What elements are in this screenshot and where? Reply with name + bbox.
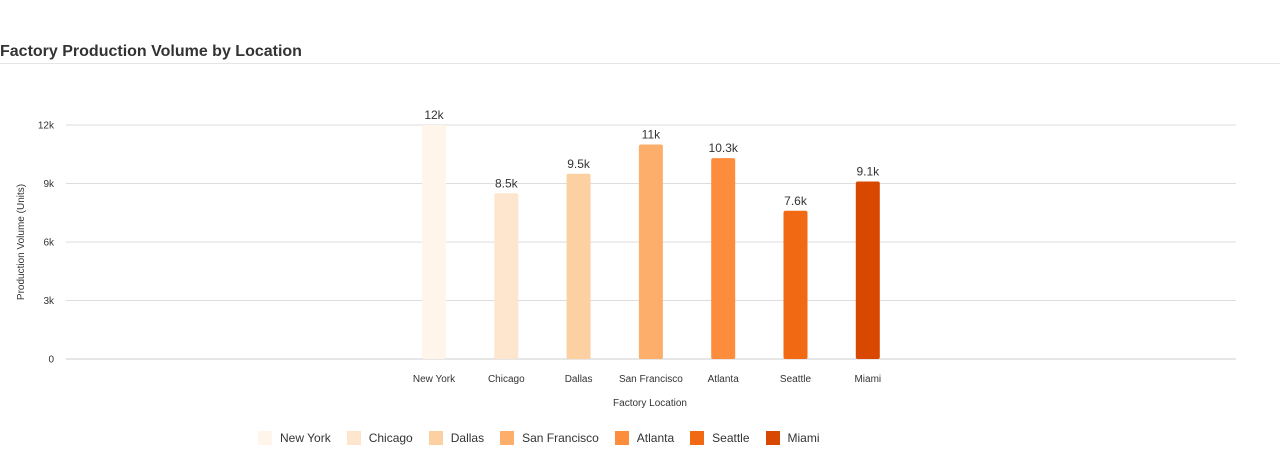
y-tick-label: 9k <box>43 179 55 190</box>
x-axis-title: Factory Location <box>613 398 687 409</box>
y-tick-label: 0 <box>48 355 54 366</box>
x-tick-label: Atlanta <box>708 374 740 385</box>
bar-chart: 0 3k 6k 9k 12k 12k New York 8.5k Chicago 9.5k Dall… <box>16 108 1236 409</box>
data-label: 9.1k <box>856 165 880 179</box>
x-tick-label: Dallas <box>565 374 593 385</box>
y-axis-title: Production Volume (Units) <box>16 184 27 300</box>
legend-label: Atlanta <box>636 431 675 445</box>
data-label: 10.3k <box>709 141 739 155</box>
legend-swatch <box>258 431 272 445</box>
y-tick-label: 3k <box>43 296 55 307</box>
legend-swatch <box>765 431 780 445</box>
x-tick-label: Chicago <box>488 374 525 385</box>
legend-label: San Francisco <box>522 431 599 445</box>
legend-label: New York <box>280 431 331 445</box>
legend-swatch <box>690 431 705 445</box>
legend-item[interactable]: Atlanta <box>614 431 675 445</box>
data-label: 12k <box>424 108 444 122</box>
legend-swatch <box>428 431 443 445</box>
legend-label: Dallas <box>450 431 485 445</box>
legend-item[interactable]: Seattle <box>690 431 750 445</box>
bar <box>711 158 736 359</box>
bar <box>783 210 808 359</box>
x-tick-label: New York <box>413 374 456 385</box>
x-tick-label: Miami <box>854 374 881 385</box>
legend-item[interactable]: Chicago <box>346 431 413 445</box>
legend-item[interactable]: Dallas <box>428 431 485 445</box>
legend-swatch <box>614 431 629 445</box>
legend-swatch <box>500 431 515 445</box>
title-divider <box>0 63 1280 64</box>
legend-label: Chicago <box>368 431 413 445</box>
legend-label: Miami <box>787 431 820 445</box>
chart-legend: New York Chicago Dallas San Francisco Atlant… <box>258 431 836 445</box>
data-label: 9.5k <box>567 157 591 171</box>
bar <box>638 144 663 359</box>
y-tick-label: 12k <box>38 121 55 132</box>
data-label: 8.5k <box>495 176 519 190</box>
chart-title: Factory Production Volume by Location <box>0 43 302 60</box>
legend-item[interactable]: San Francisco <box>500 431 599 445</box>
bar <box>566 173 591 359</box>
bar <box>422 125 446 359</box>
x-tick-label: San Francisco <box>619 374 683 385</box>
x-tick-label: Seattle <box>780 374 812 385</box>
legend-item[interactable]: Miami <box>765 431 820 445</box>
data-label: 11k <box>642 128 661 142</box>
bar <box>855 181 880 359</box>
bar <box>494 193 519 359</box>
legend-label: Seattle <box>712 431 750 445</box>
data-label: 7.6k <box>784 194 808 208</box>
legend-item[interactable]: New York <box>258 431 331 445</box>
legend-swatch <box>346 431 361 445</box>
y-tick-label: 6k <box>43 238 55 249</box>
